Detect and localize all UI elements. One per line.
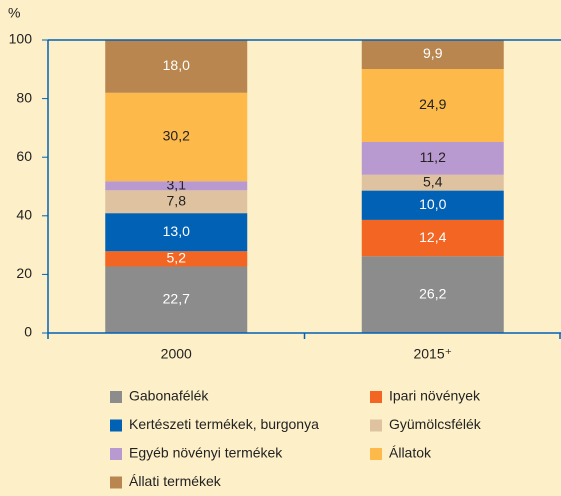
legend-label: Egyéb növényi termékek: [129, 445, 283, 461]
value-label: 12,4: [419, 229, 446, 245]
y-tick-label: 20: [16, 265, 32, 281]
legend-label: Állati termékek: [129, 473, 222, 489]
value-label: 13,0: [163, 223, 190, 239]
y-tick-label: 60: [16, 148, 32, 164]
bar-segment: [105, 251, 248, 267]
value-label: 5,4: [423, 173, 443, 189]
bar-segment: [105, 181, 248, 191]
bar-segment: [105, 40, 248, 93]
legend-swatch: [110, 448, 122, 460]
legend-swatch: [110, 419, 122, 432]
value-label: 22,7: [163, 290, 190, 306]
bar-segment: [105, 92, 248, 182]
bar-segment: [361, 174, 504, 191]
value-label: 10,0: [419, 196, 446, 212]
y-axis-label: %: [8, 5, 20, 21]
y-tick-label: 40: [16, 207, 32, 223]
bar-segment: [105, 213, 248, 252]
legend-swatch: [370, 448, 382, 460]
legend-label: Ipari növények: [389, 388, 481, 404]
bar-segment: [361, 256, 504, 333]
bar-segment: [361, 141, 504, 175]
bar-segment: [361, 190, 504, 220]
bar-segment: [361, 69, 504, 142]
value-label: 7,8: [167, 192, 187, 208]
bar-segment: [105, 190, 248, 214]
y-tick-label: 0: [24, 324, 32, 340]
y-tick-label: 100: [9, 31, 33, 47]
x-tick-label: 2015⁺: [413, 346, 452, 362]
legend-swatch: [370, 419, 382, 432]
value-label: 5,2: [167, 250, 187, 266]
legend-label: Állatok: [389, 445, 432, 461]
legend-label: Kertészeti termékek, burgonya: [129, 416, 319, 432]
bar-segment: [105, 266, 248, 333]
bar-segment: [361, 219, 504, 257]
legend-label: Gabonafélék: [129, 388, 209, 404]
value-label: 26,2: [419, 285, 446, 301]
legend-swatch: [110, 391, 122, 403]
value-label: 18,0: [163, 57, 190, 73]
x-tick-label: 2000: [161, 346, 192, 362]
legend-swatch: [370, 391, 382, 403]
legend-swatch: [110, 476, 122, 489]
value-label: 11,2: [420, 149, 446, 165]
y-tick-label: 80: [16, 89, 32, 105]
value-label: 9,9: [423, 45, 443, 61]
value-label: 24,9: [419, 96, 446, 112]
value-label: 30,2: [163, 128, 190, 144]
bar-segment: [361, 40, 504, 70]
legend-label: Gyümölcsfélék: [389, 416, 482, 432]
